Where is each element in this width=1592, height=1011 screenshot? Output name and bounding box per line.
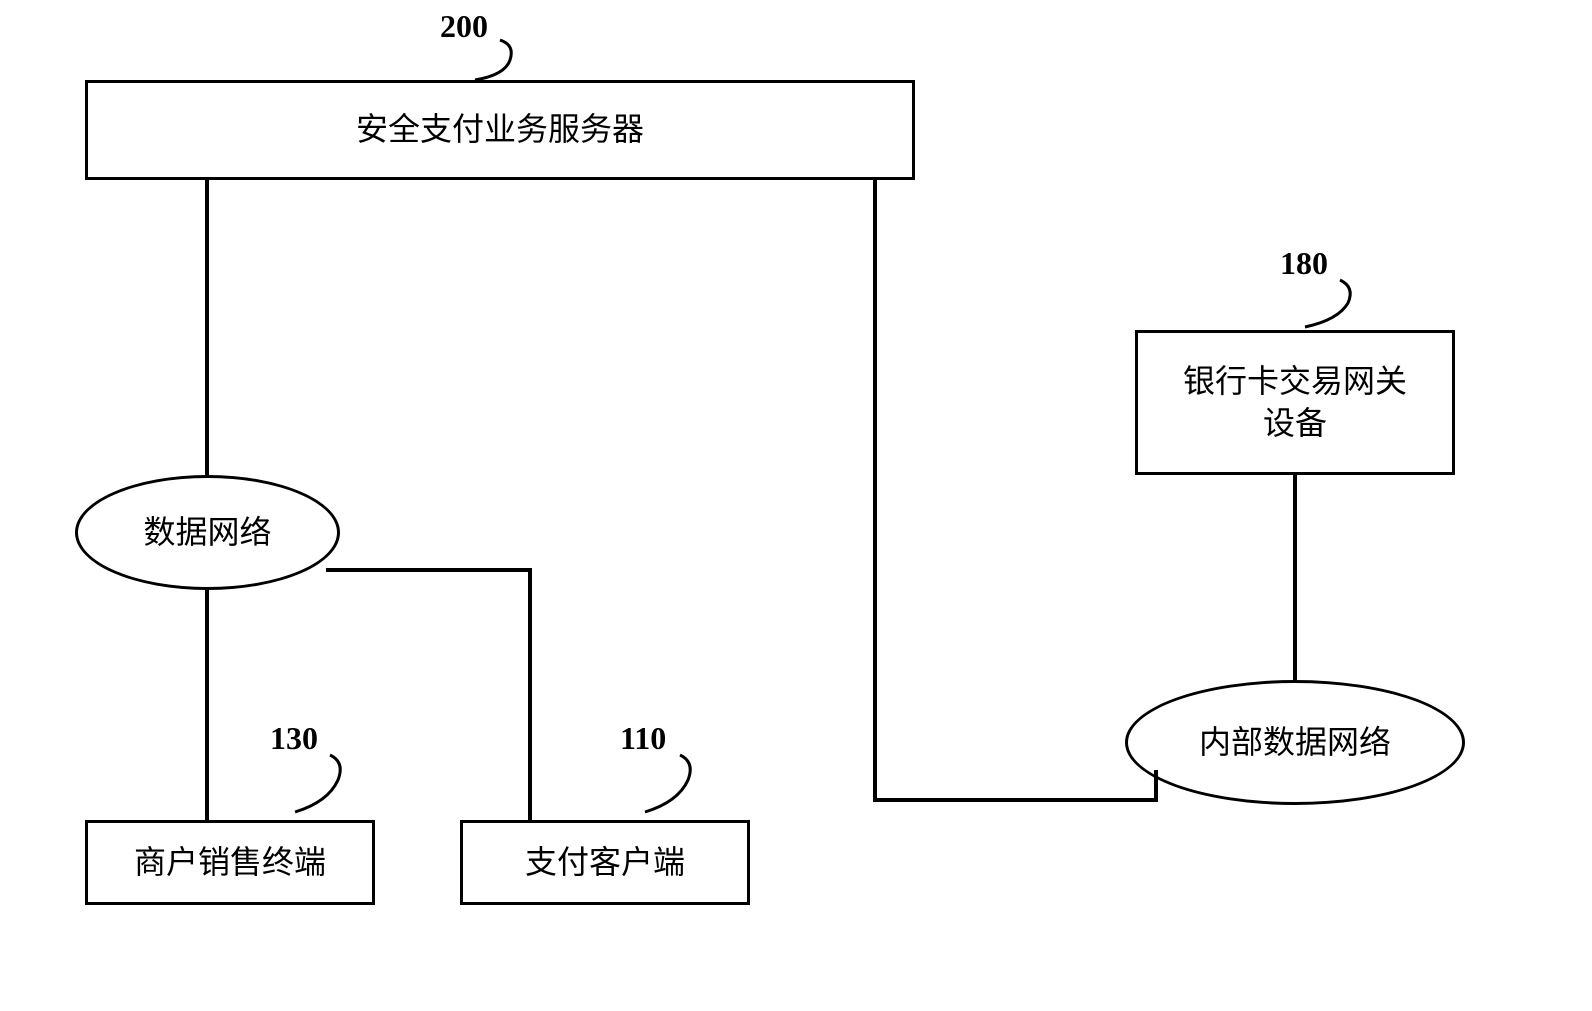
- edge-gateway-internal: [1293, 475, 1297, 680]
- data-network-label: 数据网络: [143, 512, 271, 554]
- internal-network-node: 内部数据网络: [1125, 680, 1465, 805]
- server-callout: [455, 35, 525, 85]
- merchant-terminal-node: 商户销售终端: [85, 820, 375, 905]
- server-label: 安全支付业务服务器: [356, 109, 644, 151]
- edge-datanetwork-payment-v: [528, 568, 532, 820]
- internal-network-label: 内部数据网络: [1199, 722, 1391, 764]
- gateway-callout: [1290, 275, 1360, 335]
- edge-server-internal-h: [873, 798, 1158, 802]
- server-node: 安全支付业务服务器: [85, 80, 915, 180]
- payment-client-label: 支付客户端: [525, 842, 685, 884]
- edge-datanetwork-merchant: [205, 590, 209, 820]
- gateway-label: 银行卡交易网关 设备: [1183, 361, 1407, 444]
- edge-server-datanetwork: [205, 180, 209, 475]
- merchant-terminal-label: 商户销售终端: [134, 842, 326, 884]
- payment-client-node: 支付客户端: [460, 820, 750, 905]
- payment-client-callout: [630, 750, 700, 820]
- gateway-node: 银行卡交易网关 设备: [1135, 330, 1455, 475]
- edge-datanetwork-payment-h: [326, 568, 532, 572]
- merchant-terminal-callout: [280, 750, 350, 820]
- edge-server-internal-v2: [1154, 770, 1158, 802]
- edge-server-internal-v1: [873, 180, 877, 802]
- data-network-node: 数据网络: [75, 475, 340, 590]
